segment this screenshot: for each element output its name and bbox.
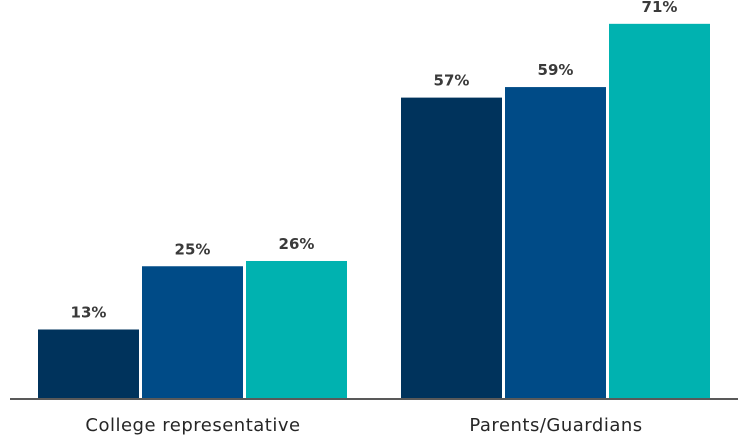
value-label-0-2: 26% (279, 235, 315, 253)
category-labels-group: College representative Parents/Guardians (85, 415, 642, 436)
value-label-1-2: 71% (642, 0, 678, 16)
bars-group (38, 23, 710, 399)
bar-1-0 (401, 97, 502, 399)
bar-1-2 (609, 23, 710, 399)
category-label-0: College representative (85, 415, 300, 436)
value-label-0-0: 13% (71, 303, 107, 321)
bar-1-1 (505, 87, 606, 398)
value-labels-group: 13% 25% 26% 57% 59% 71% (71, 0, 678, 321)
category-label-1: Parents/Guardians (469, 415, 642, 436)
bar-0-0 (38, 329, 139, 398)
value-label-0-1: 25% (175, 240, 211, 258)
value-label-1-0: 57% (434, 72, 470, 90)
value-label-1-1: 59% (538, 61, 574, 79)
bar-0-1 (142, 266, 243, 398)
bar-0-2 (246, 260, 347, 398)
